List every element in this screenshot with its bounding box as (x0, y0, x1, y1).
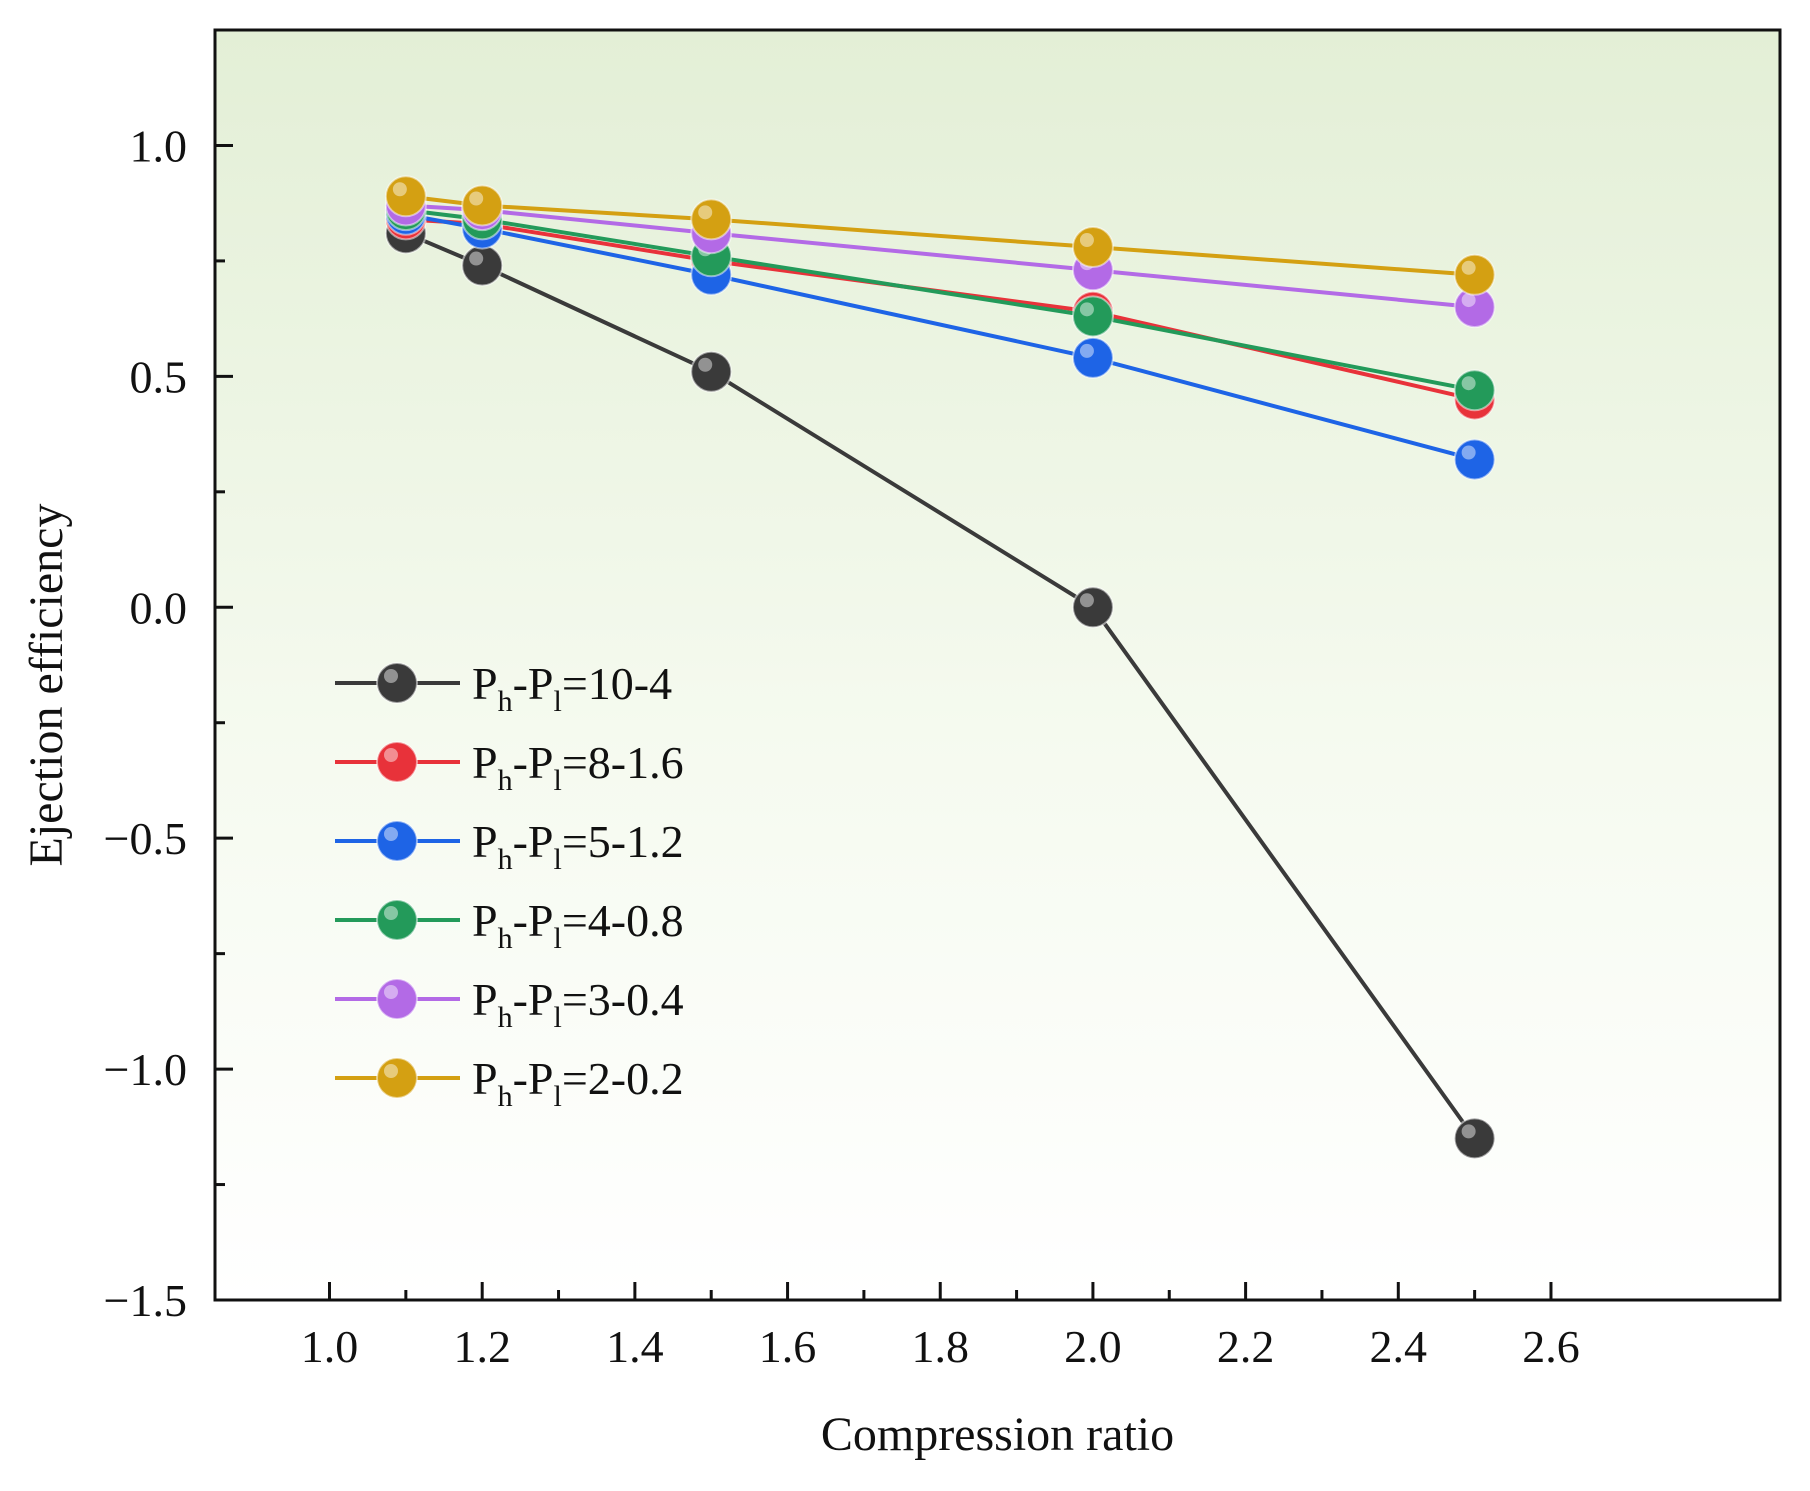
legend-subscript: l (554, 1080, 562, 1113)
y-tick-label: 0.0 (130, 582, 188, 633)
legend-marker (376, 662, 418, 704)
legend-text-part: P (472, 974, 498, 1025)
data-point (1071, 586, 1114, 629)
legend-marker (376, 899, 418, 941)
legend-subscript: h (498, 764, 513, 797)
plot-frame (213, 28, 1782, 1302)
data-point (1453, 438, 1496, 481)
legend-text-part: P (472, 816, 498, 867)
legend-text-part: =10-4 (562, 658, 672, 709)
legend-text-part: =5-1.2 (562, 816, 684, 867)
data-point (690, 198, 733, 241)
x-tick-label: 1.4 (606, 1321, 664, 1372)
x-tick-label: 1.2 (453, 1321, 511, 1372)
data-point (384, 175, 427, 218)
legend-text-part: P (472, 737, 498, 788)
legend-label: Ph-Pl=4-0.8 (472, 895, 684, 955)
legend-item: Ph-Pl=10-4 (335, 658, 672, 718)
legend-marker (376, 1057, 418, 1099)
legend-label: Ph-Pl=2-0.2 (472, 1053, 684, 1113)
legend-text-part: -P (513, 974, 554, 1025)
series-5 (384, 175, 1496, 296)
legend-text-part: P (472, 895, 498, 946)
legend-text-part: -P (513, 737, 554, 788)
legend-marker (376, 820, 418, 862)
legend-item: Ph-Pl=8-1.6 (335, 737, 684, 797)
y-tick-label: −1.0 (104, 1044, 187, 1095)
legend-label: Ph-Pl=3-0.4 (472, 974, 684, 1034)
y-tick-label: −0.5 (104, 813, 187, 864)
legend-subscript: h (498, 1001, 513, 1034)
x-tick-label: 2.4 (1370, 1321, 1428, 1372)
x-tick-label: 2.6 (1522, 1321, 1580, 1372)
legend-item: Ph-Pl=4-0.8 (335, 895, 684, 955)
legend-label: Ph-Pl=10-4 (472, 658, 672, 718)
y-tick-label: −1.5 (104, 1275, 187, 1326)
y-axis-title: Ejection efficiency (20, 504, 73, 867)
legend-subscript: h (498, 1080, 513, 1113)
x-tick-label: 2.2 (1217, 1321, 1275, 1372)
data-point (1453, 369, 1496, 412)
data-point (1071, 336, 1114, 379)
x-tick-label: 1.0 (301, 1321, 359, 1372)
legend-subscript: h (498, 843, 513, 876)
data-point (690, 350, 733, 393)
data-point (1071, 226, 1114, 269)
legend-text-part: -P (513, 895, 554, 946)
legend-text-part: P (472, 1053, 498, 1104)
legend-marker (376, 978, 418, 1020)
x-tick-label: 2.0 (1064, 1321, 1122, 1372)
y-tick-label: 1.0 (130, 120, 188, 171)
legend-subscript: l (554, 1001, 562, 1034)
legend-text-part: -P (513, 1053, 554, 1104)
x-axis-title: Compression ratio (821, 1408, 1174, 1461)
legend-subscript: h (498, 685, 513, 718)
legend-label: Ph-Pl=8-1.6 (472, 737, 684, 797)
legend-marker (376, 741, 418, 783)
legend-text-part: =8-1.6 (562, 737, 684, 788)
legend-subscript: l (554, 764, 562, 797)
legend-text-part: -P (513, 816, 554, 867)
data-point (1453, 253, 1496, 296)
legend-subscript: h (498, 922, 513, 955)
data-point (1071, 295, 1114, 338)
data-point (1453, 1117, 1496, 1160)
legend-text-part: P (472, 658, 498, 709)
legend-label: Ph-Pl=5-1.2 (472, 816, 684, 876)
legend-text-part: -P (513, 658, 554, 709)
y-tick-label: 0.5 (130, 351, 188, 402)
x-tick-label: 1.8 (911, 1321, 969, 1372)
legend-text-part: =3-0.4 (562, 974, 684, 1025)
legend-item: Ph-Pl=5-1.2 (335, 816, 684, 876)
data-point (461, 244, 504, 287)
legend-text-part: =2-0.2 (562, 1053, 684, 1104)
legend-item: Ph-Pl=3-0.4 (335, 974, 684, 1034)
legend-subscript: l (554, 685, 562, 718)
legend-text-part: =4-0.8 (562, 895, 684, 946)
legend-subscript: l (554, 922, 562, 955)
x-tick-label: 1.6 (759, 1321, 817, 1372)
data-point (461, 184, 504, 227)
legend-item: Ph-Pl=2-0.2 (335, 1053, 684, 1113)
legend-subscript: l (554, 843, 562, 876)
